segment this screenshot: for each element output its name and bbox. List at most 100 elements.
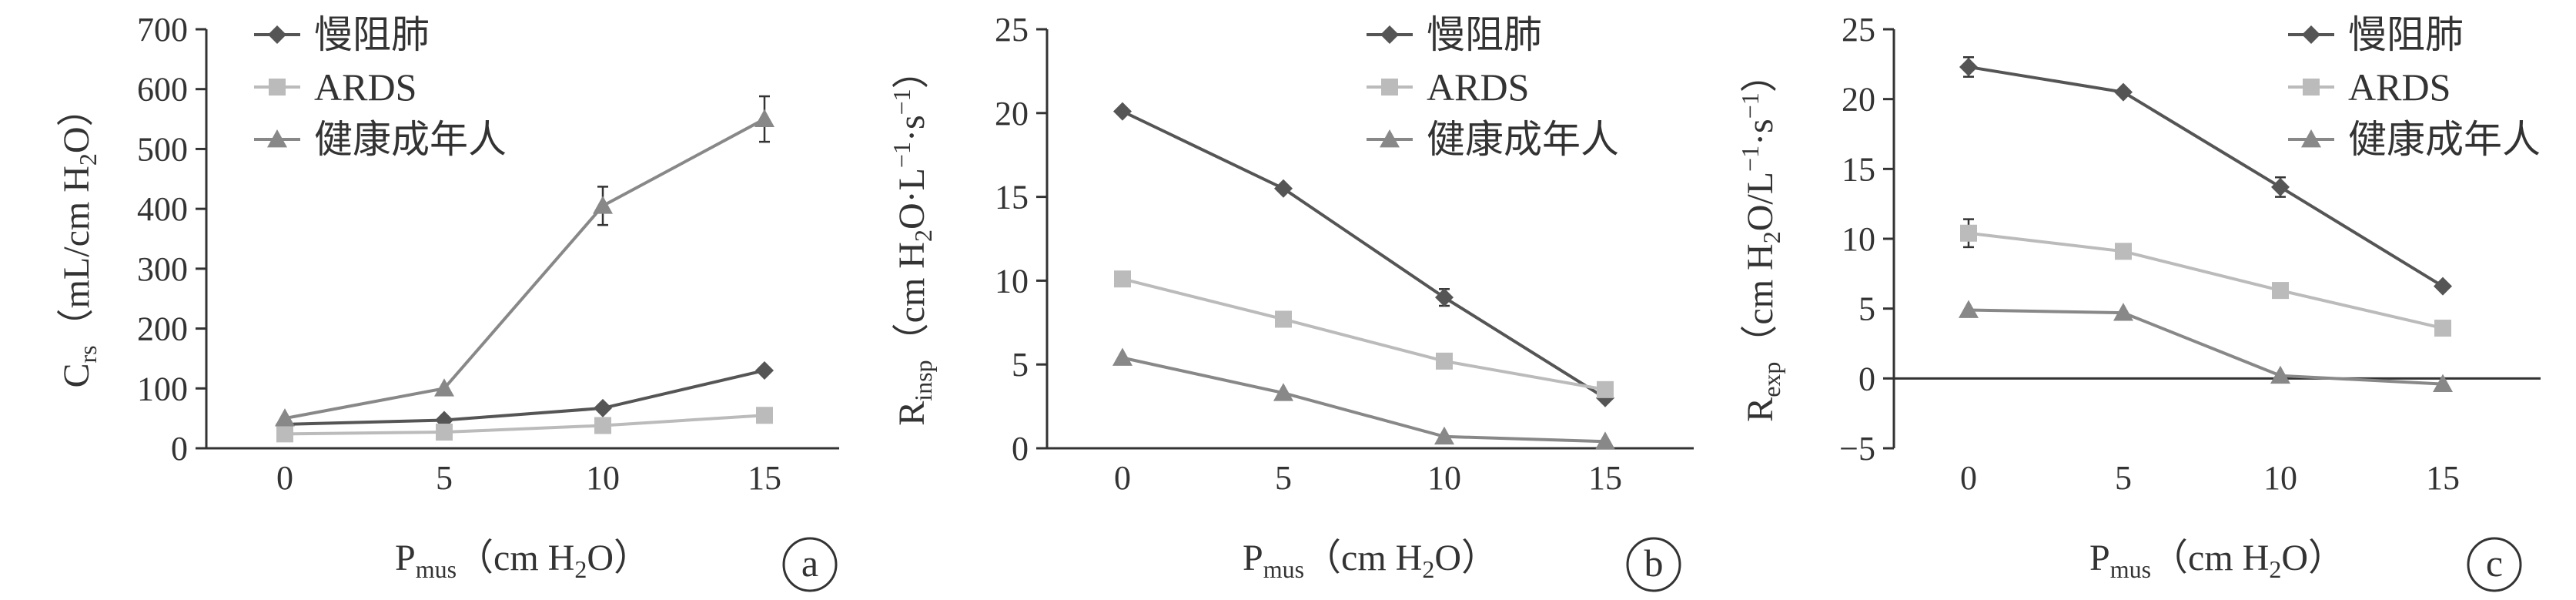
legend-marker (267, 129, 287, 148)
data-point (275, 408, 295, 427)
data-point (1113, 102, 1132, 121)
series-healthy: 健康成年人 (1959, 118, 2541, 392)
x-tick-label: 0 (276, 459, 293, 497)
series-line (284, 117, 765, 421)
y-tick-label: 15 (1842, 150, 1875, 188)
y-tick-label: 300 (137, 250, 188, 288)
y-tick-label: 10 (995, 262, 1029, 300)
legend-marker (1380, 25, 1399, 44)
x-tick-label: 0 (1114, 459, 1131, 497)
data-point (436, 424, 453, 441)
data-point (2434, 277, 2452, 296)
data-point (754, 109, 774, 127)
x-tick-label: 5 (1275, 459, 1292, 497)
legend-label: ARDS (314, 65, 417, 109)
legend-marker (2301, 129, 2321, 148)
y-tick-label: 5 (1012, 346, 1029, 384)
y-tick-label: 600 (137, 71, 188, 109)
series-line (1968, 231, 2444, 330)
series-copd: 慢阻肺 (1959, 13, 2464, 296)
y-axis-label: Crs（mL/cm H2O） (56, 89, 102, 387)
legend-marker (2303, 79, 2320, 96)
data-point (434, 378, 454, 397)
data-point (594, 417, 611, 434)
y-axis-label: Rinsp（cm H2O·L−1·s−1） (888, 52, 937, 425)
legend-marker (1380, 129, 1400, 148)
series-ards: ARDS (254, 65, 773, 443)
series-line (1968, 65, 2444, 288)
series-line (284, 369, 765, 426)
series-healthy: 健康成年人 (254, 95, 774, 427)
y-tick-label: 10 (1842, 220, 1875, 258)
data-point (594, 398, 612, 417)
y-tick-label: 200 (137, 310, 188, 348)
legend-marker (268, 25, 286, 44)
data-point (1434, 426, 1454, 445)
data-point (1436, 352, 1453, 370)
y-tick-label: 500 (137, 130, 188, 168)
x-tick-label: 5 (2115, 459, 2132, 497)
y-tick-label: 700 (137, 11, 188, 49)
y-tick-label: 25 (995, 11, 1029, 49)
legend-label: ARDS (2348, 65, 2451, 109)
x-tick-label: 5 (436, 459, 453, 497)
panel-b: 0 5 10 15 20 25 0 5 10 15 Pmus（cm H2O） Rinsp（cm H2O… (888, 11, 1694, 592)
legend-label: 慢阻肺 (314, 13, 430, 56)
x-tick-label: 10 (1427, 459, 1461, 497)
legend-marker (269, 79, 286, 96)
data-point (2434, 320, 2451, 337)
series-line (284, 414, 765, 436)
y-tick-label: 20 (995, 95, 1029, 132)
legend-label: 慢阻肺 (2348, 13, 2464, 56)
legend-label: 健康成年人 (1427, 118, 1619, 161)
x-tick-label: 15 (748, 459, 781, 497)
y-tick-label: 400 (137, 190, 188, 228)
x-tick-label: 15 (2426, 459, 2460, 497)
x-tick-label: 10 (586, 459, 620, 497)
legend-marker (1381, 79, 1398, 96)
series-line (1122, 109, 1607, 400)
data-point (2270, 365, 2290, 384)
series-line (1122, 277, 1606, 391)
data-point (2113, 303, 2133, 321)
data-point (2114, 82, 2133, 102)
data-point (756, 407, 773, 424)
data-point (593, 196, 613, 214)
y-tick-label: 0 (171, 430, 188, 468)
data-point (1273, 383, 1293, 401)
data-point (1275, 310, 1292, 328)
data-point (1597, 380, 1614, 398)
panel-letter: b (1644, 541, 1664, 585)
panel-letter: a (801, 541, 818, 585)
x-axis-label: Pmus（cm H2O） (395, 538, 651, 583)
legend-marker (2302, 25, 2320, 44)
y-tick-label: 0 (1858, 360, 1875, 397)
legend-label: 健康成年人 (2348, 118, 2541, 161)
data-point (2115, 243, 2132, 260)
data-point (2271, 177, 2290, 196)
data-point (1959, 300, 1979, 318)
x-axis-label: Pmus（cm H2O） (1243, 538, 1498, 583)
legend-label: 慢阻肺 (1427, 13, 1542, 56)
y-axis-label: Rexp（cm H2O/L−1·s−1） (1736, 55, 1785, 422)
panel-letter-circle (2467, 537, 2522, 592)
data-point (1274, 179, 1293, 198)
y-tick-label: 15 (995, 179, 1029, 216)
legend-label: ARDS (1427, 65, 1529, 109)
data-point (1112, 347, 1132, 366)
data-point (2272, 282, 2289, 300)
y-tick-label: 25 (1842, 11, 1875, 49)
data-point (1114, 270, 1131, 288)
y-tick-label: 20 (1842, 81, 1875, 119)
data-point (276, 425, 293, 443)
data-point (755, 360, 774, 380)
panel-letter-circle (782, 537, 838, 592)
series-healthy: 健康成年人 (1112, 118, 1619, 450)
y-tick-label: 0 (1012, 430, 1029, 468)
legend-label: 健康成年人 (314, 118, 507, 161)
y-tick-label: −5 (1839, 430, 1875, 468)
panel-c: −5 0 5 10 15 20 25 0 5 10 15 Pmus（cm H2O） Rexp（cm H2… (1736, 11, 2541, 592)
series-copd: 慢阻肺 (1113, 13, 1614, 407)
data-point (1960, 224, 1977, 242)
